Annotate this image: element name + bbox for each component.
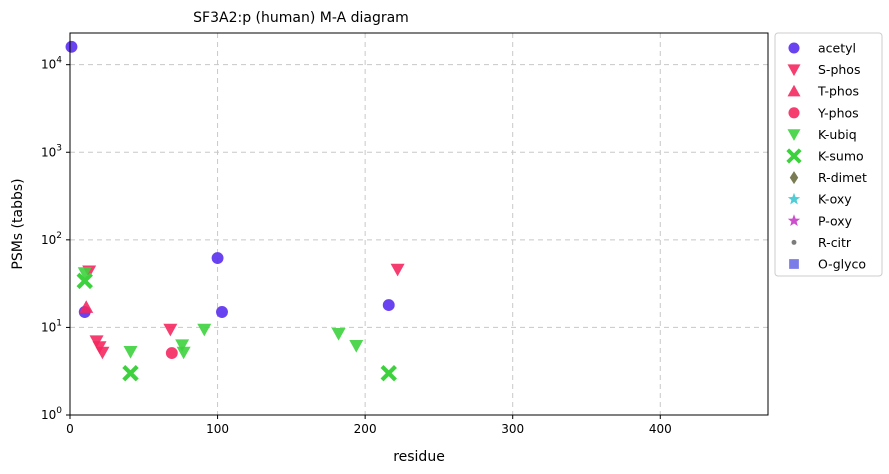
chart-title: SF3A2:p (human) M-A diagram [193,10,409,26]
point-acetyl [211,252,224,264]
point-K-sumo [380,364,397,382]
legend-label-R-citr: R-citr [818,235,852,250]
y-tick-base: 10 [41,408,56,422]
x-tick-label: 400 [649,422,672,436]
point-T-phos [79,300,94,313]
legend-label-P-oxy: P-oxy [818,213,853,228]
y-tick-label: 103 [41,143,62,159]
legend-label-Y-phos: Y-phos [817,105,859,120]
plot-frame [69,32,769,416]
y-tick-base: 10 [41,58,56,72]
legend-marker-S-phos [787,64,801,77]
point-K-ubiq [197,323,212,337]
legend-label-R-dimet: R-dimet [818,170,867,185]
y-tick-exponent: 3 [56,143,62,153]
legend-marker-R-citr [791,239,797,245]
legend: acetyl S-phos T-phos Y-phos K-ubiq K-sumo R-di… [774,32,883,277]
legend-marker-T-phos [787,84,801,97]
grid-lines [70,33,768,415]
legend-marker-K-ubiq [787,129,801,141]
x-tick-label: 100 [206,422,229,436]
y-tick-label: 100 [41,406,62,422]
y-tick-label: 104 [41,56,62,72]
legend-marker-K-oxy [787,192,801,205]
legend-label-K-oxy: K-oxy [818,192,852,207]
point-K-ubiq [331,328,346,341]
legend-label-O-glyco: O-glyco [818,257,866,272]
legend-label-T-phos: T-phos [817,84,859,99]
point-K-sumo [122,364,139,382]
y-tick-exponent: 1 [56,318,62,328]
point-Y-phos [165,347,178,359]
legend-label-K-ubiq: K-ubiq [818,127,857,142]
legend-marker-K-sumo [786,148,802,164]
legend-label-S-phos: S-phos [818,62,860,77]
point-acetyl [382,299,395,312]
y-axis-label: PSMs (tabbs) [10,178,26,269]
y-tick-base: 10 [41,320,56,334]
point-K-ubiq [176,346,191,360]
legend-marker-O-glyco [789,259,799,269]
y-tick-exponent: 0 [56,406,62,416]
point-K-ubiq [175,339,190,352]
legend-marker-R-dimet [789,171,799,185]
y-tick-exponent: 4 [56,56,62,66]
point-acetyl [65,40,78,53]
point-acetyl [216,306,228,318]
y-tick-exponent: 2 [56,231,62,241]
point-K-ubiq [123,345,138,359]
x-tick-label: 0 [66,422,74,436]
point-K-ubiq [77,267,92,280]
point-K-sumo [76,272,93,290]
point-S-phos [95,346,110,360]
y-tick-label: 102 [41,231,62,247]
point-S-phos [163,323,178,337]
x-axis: 0 100 200 300 400 [66,415,672,436]
legend-marker-P-oxy [787,214,801,227]
point-K-ubiq [349,340,364,353]
legend-label-K-sumo: K-sumo [818,149,864,164]
y-tick-base: 10 [41,233,56,247]
legend-marker-acetyl [788,42,800,54]
x-tick-label: 300 [501,422,524,436]
x-tick-label: 200 [354,422,377,436]
x-axis-label: residue [393,449,445,465]
legend-label-acetyl: acetyl [818,41,856,56]
point-S-phos [390,263,405,277]
y-tick-label: 101 [41,318,62,334]
y-tick-base: 10 [41,145,56,159]
legend-frame [774,32,883,277]
legend-marker-Y-phos [788,107,800,119]
data-points [65,40,405,382]
